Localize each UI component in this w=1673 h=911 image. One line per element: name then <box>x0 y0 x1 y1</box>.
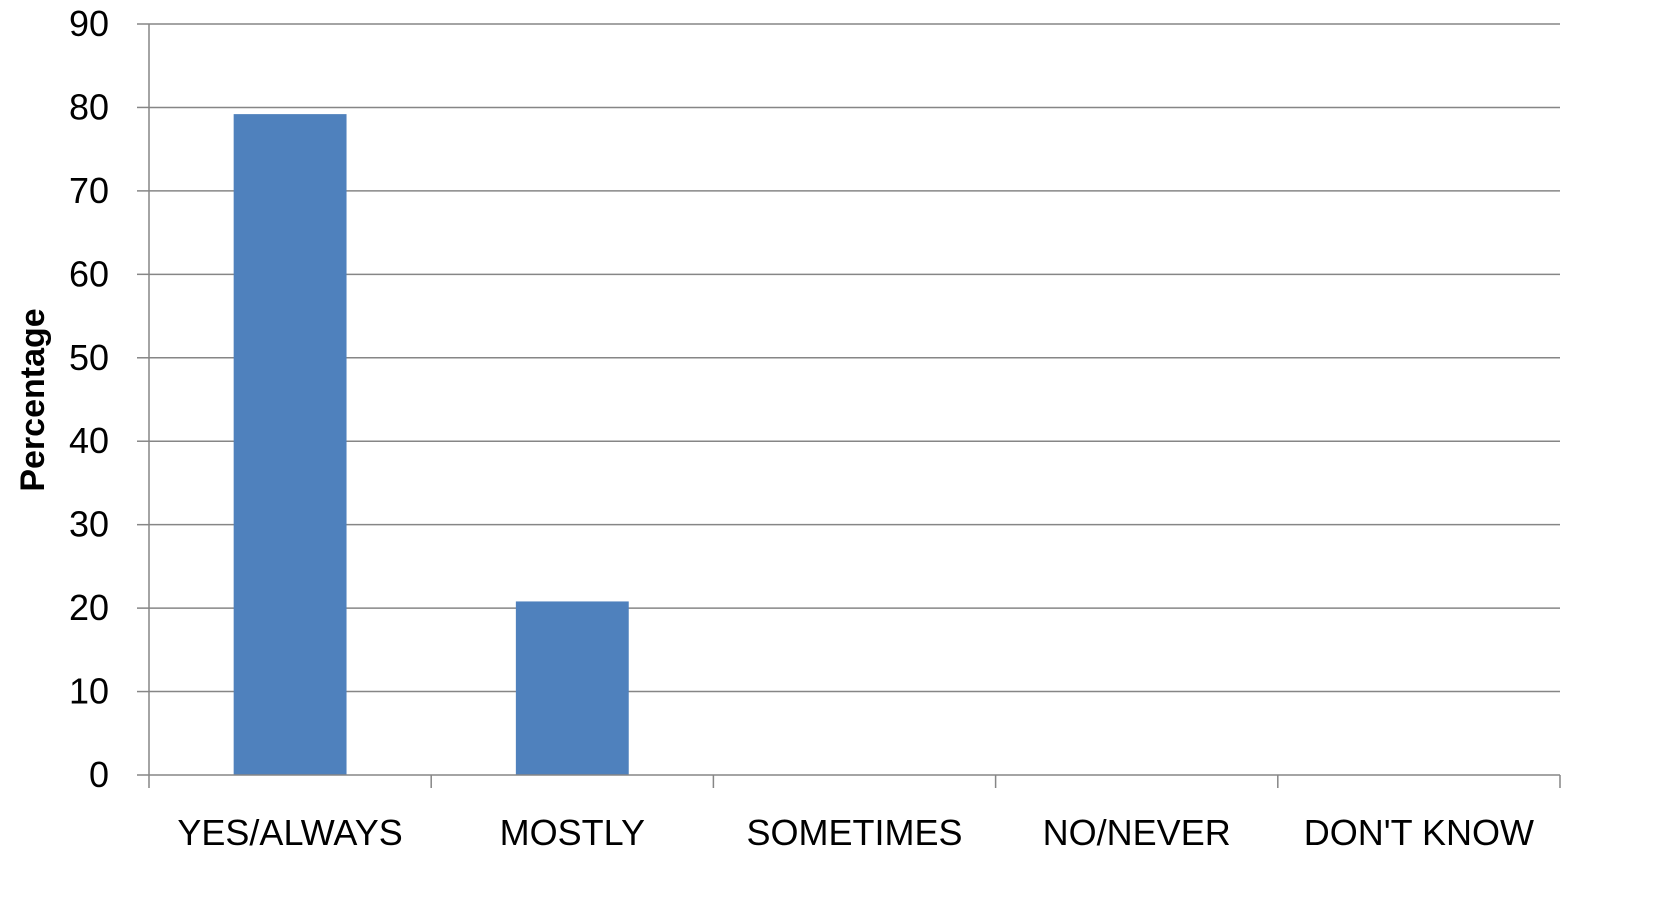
bar-yes-always <box>233 114 347 776</box>
y-tick-label: 40 <box>69 420 109 461</box>
x-tick-label: SOMETIMES <box>746 812 962 853</box>
x-tick-label: MOSTLY <box>500 812 645 853</box>
x-tick-labels: YES/ALWAYS MOSTLY SOMETIMES NO/NEVER DON'T K… <box>177 812 1534 853</box>
y-tick-label: 30 <box>69 504 109 545</box>
y-axis-title: Percentage <box>14 308 52 491</box>
x-tick-label: DON'T KNOW <box>1304 812 1534 853</box>
gridlines <box>149 23 1560 693</box>
y-tick-label: 90 <box>69 3 109 44</box>
x-tick-label: YES/ALWAYS <box>177 812 402 853</box>
y-tick-label: 10 <box>69 671 109 712</box>
y-tick-label: 80 <box>69 86 109 127</box>
y-tick-label: 20 <box>69 587 109 628</box>
bar-mostly <box>515 601 629 775</box>
y-tick-label: 70 <box>69 170 109 211</box>
y-tick-labels: 0 10 20 30 40 50 60 70 80 90 <box>69 3 109 795</box>
bars <box>233 114 629 776</box>
y-tick-label: 0 <box>89 754 109 795</box>
y-tick-label: 60 <box>69 253 109 294</box>
axes <box>137 23 1561 788</box>
y-tick-label: 50 <box>69 337 109 378</box>
x-tick-label: NO/NEVER <box>1043 812 1231 853</box>
